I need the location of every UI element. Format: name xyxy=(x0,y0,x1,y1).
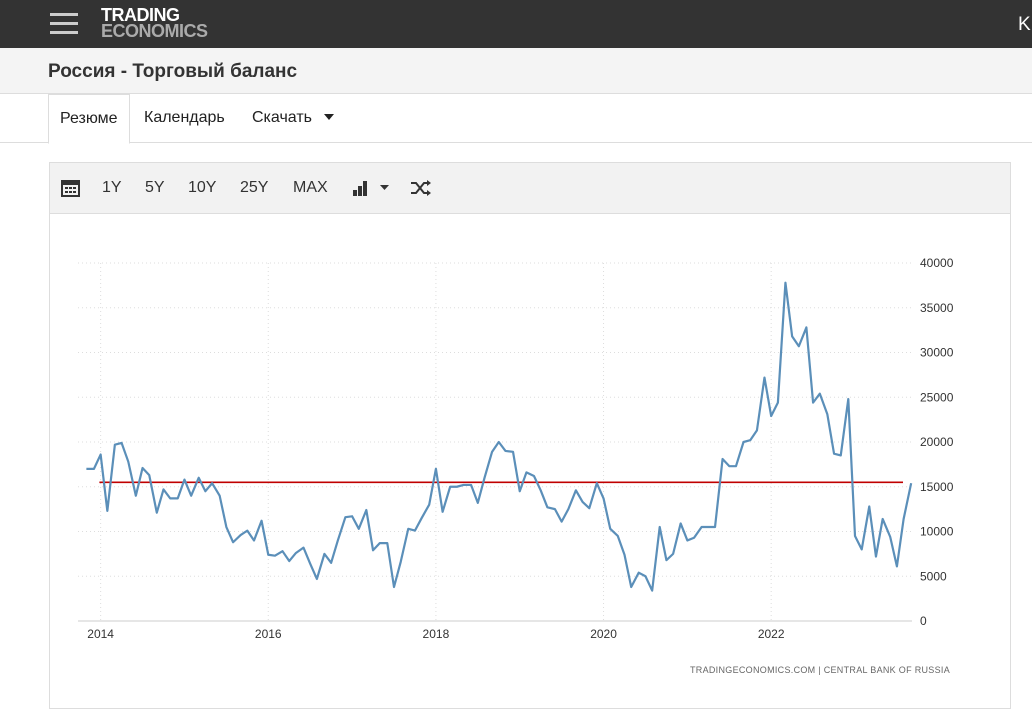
title-band: Россия - Торговый баланс xyxy=(0,48,1032,94)
tabs: Резюме Календарь Скачать xyxy=(0,94,1032,144)
y-tick-label: 10000 xyxy=(920,525,954,539)
x-tick-label: 2016 xyxy=(255,627,282,641)
chart-type-icon[interactable] xyxy=(353,179,393,197)
logo[interactable]: TRADING ECONOMICS xyxy=(101,5,208,41)
logo-bottom: ECONOMICS xyxy=(101,21,208,41)
logo-top: TRADING xyxy=(101,5,180,25)
range-button[interactable]: 5Y xyxy=(145,179,165,196)
y-tick-label: 15000 xyxy=(920,480,954,494)
toolbar: 1Y 5Y 10Y 25Y MAX xyxy=(50,163,1010,214)
tab[interactable]: Резюме xyxy=(48,94,130,144)
y-tick-label: 40000 xyxy=(920,256,954,270)
y-tick-label: 25000 xyxy=(920,390,954,404)
source-note: TRADINGECONOMICS.COM | CENTRAL BANK OF R… xyxy=(690,665,950,675)
x-tick-label: 2022 xyxy=(758,627,785,641)
menu-icon[interactable] xyxy=(50,13,78,35)
data-line xyxy=(86,281,913,592)
range-button[interactable]: 1Y xyxy=(102,179,122,196)
calendar-icon[interactable] xyxy=(61,179,80,197)
page-title: Россия - Торговый баланс xyxy=(48,61,298,82)
range-button[interactable]: 10Y xyxy=(188,179,217,196)
y-tick-label: 30000 xyxy=(920,346,954,360)
chart-box: 1Y 5Y 10Y 25Y MAX xyxy=(49,162,1011,709)
x-tick-label: 2018 xyxy=(423,627,450,641)
range-button[interactable]: 25Y xyxy=(240,179,269,196)
range-button[interactable]: MAX xyxy=(293,179,328,196)
tab[interactable]: Скачать xyxy=(252,109,312,126)
top-bar: TRADING ECONOMICS K xyxy=(0,0,1032,48)
header-right[interactable]: K xyxy=(1018,14,1031,35)
shuffle-icon[interactable] xyxy=(410,179,432,197)
x-tick-label: 2014 xyxy=(87,627,114,641)
x-tick-label: 2020 xyxy=(590,627,617,641)
tab[interactable]: Календарь xyxy=(144,109,225,126)
y-tick-label: 20000 xyxy=(920,435,954,449)
y-tick-label: 0 xyxy=(920,614,927,628)
caret xyxy=(324,114,334,120)
y-tick-label: 35000 xyxy=(920,301,954,315)
y-tick-label: 5000 xyxy=(920,569,947,583)
